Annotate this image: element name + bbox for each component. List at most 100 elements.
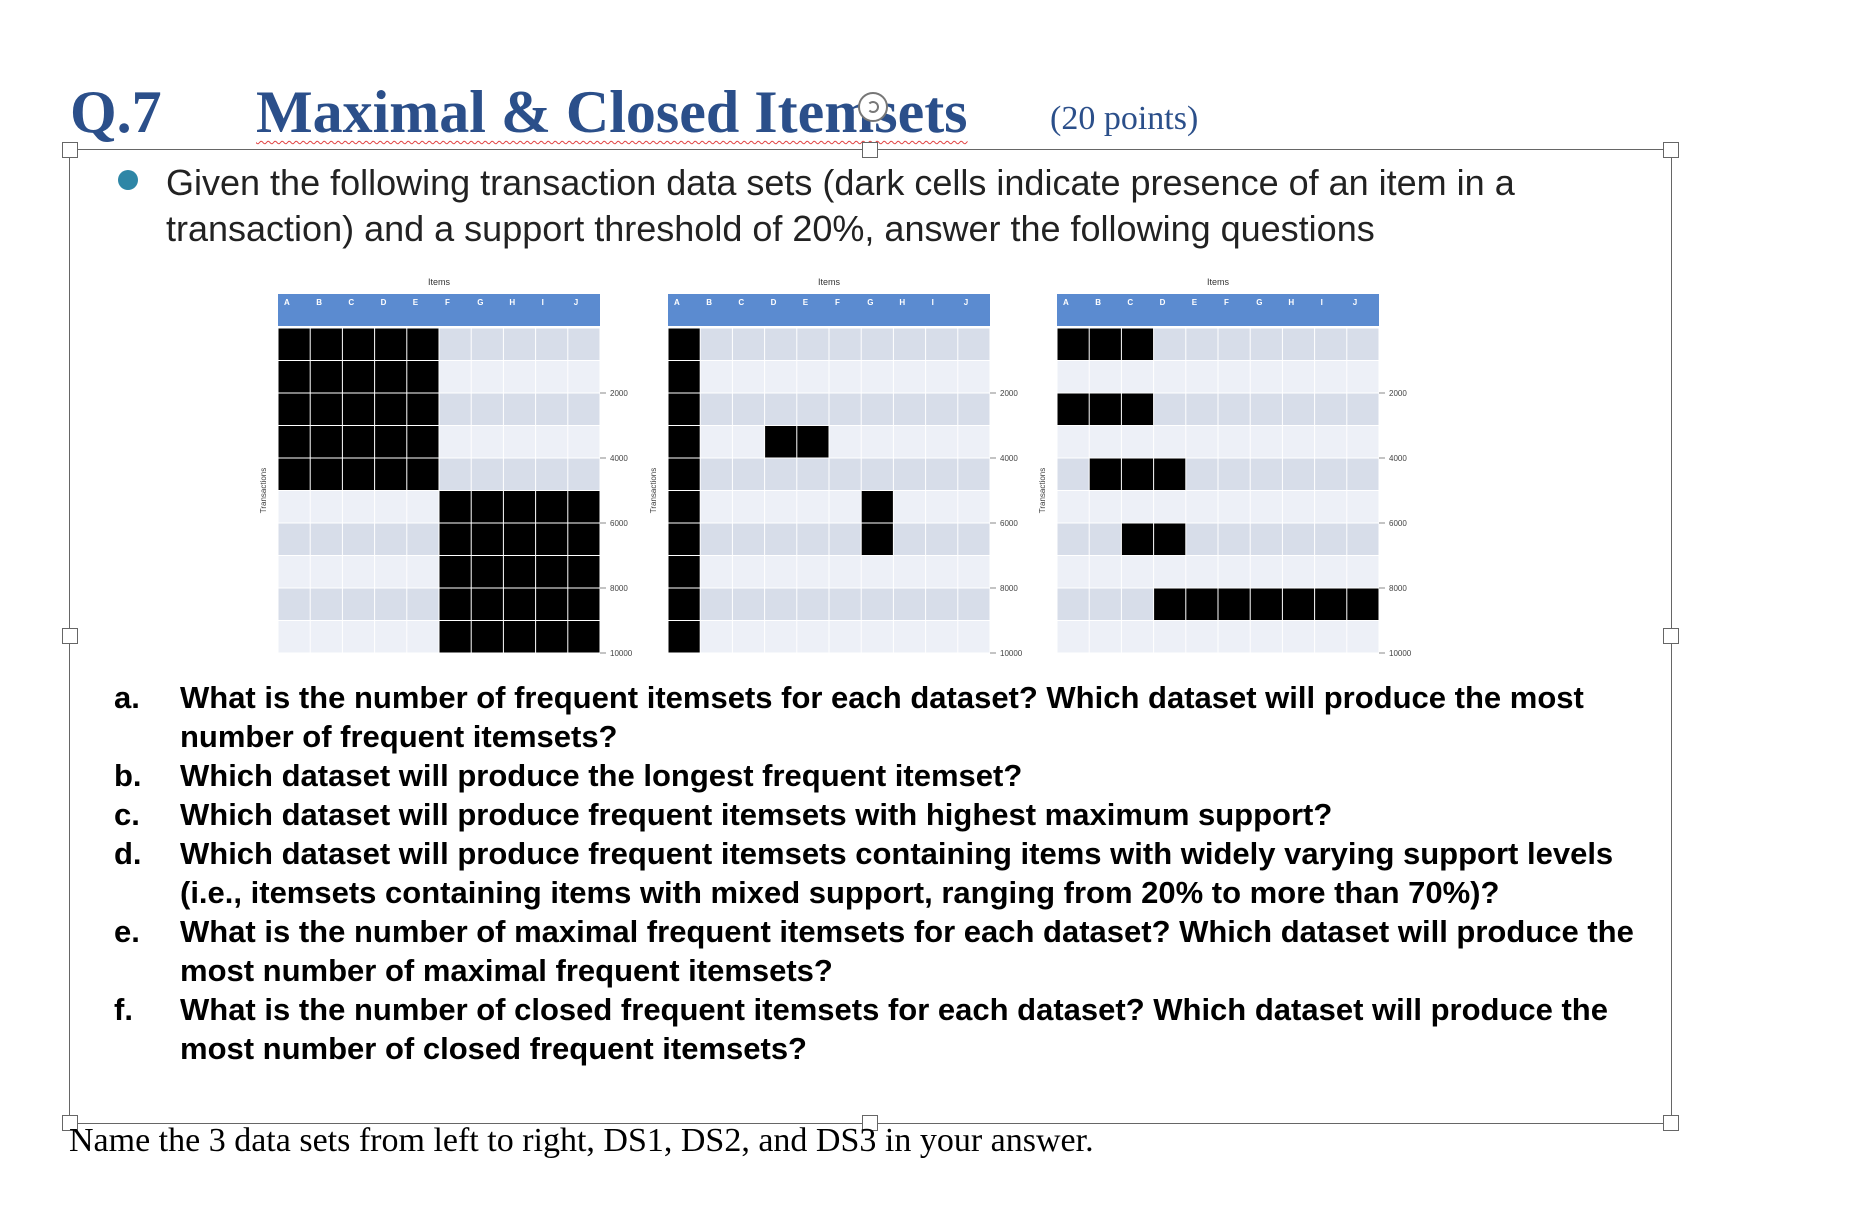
column-header-label: J — [964, 298, 968, 307]
filled-cell — [342, 360, 375, 393]
filled-cell — [278, 360, 311, 393]
filled-cell — [668, 425, 701, 458]
transactions-axis-label: Transactions — [259, 468, 268, 514]
question-letter: a. — [114, 680, 140, 715]
items-axis-label: Items — [818, 277, 841, 287]
filled-cell — [374, 328, 407, 361]
y-tick-label: 8000 — [610, 584, 628, 593]
filled-cell — [471, 620, 504, 653]
resize-handle-middle-right[interactable] — [1663, 628, 1679, 644]
column-header-label: H — [1288, 298, 1294, 307]
y-tick-label: 2000 — [610, 389, 628, 398]
dataset-grid: Items A B C D E F G H I J Transactions 2000 4000 6000 8… — [649, 277, 1023, 658]
filled-cell — [535, 588, 568, 621]
question-list: a. What is the number of frequent itemset… — [114, 678, 1654, 1068]
question-item: e. What is the number of maximal frequent… — [114, 912, 1654, 990]
filled-cell — [471, 490, 504, 523]
filled-cell — [1121, 458, 1154, 491]
rotate-handle-icon[interactable] — [858, 92, 888, 122]
resize-handle-top-left[interactable] — [62, 142, 78, 158]
column-header-label: D — [1160, 298, 1166, 307]
filled-cell — [535, 620, 568, 653]
filled-cell — [1218, 588, 1251, 621]
filled-cell — [1057, 393, 1090, 426]
column-header-label: F — [835, 298, 840, 307]
filled-cell — [668, 393, 701, 426]
resize-handle-bottom-left[interactable] — [62, 1115, 78, 1131]
y-tick-label: 4000 — [1000, 454, 1018, 463]
y-tick-label: 6000 — [1000, 519, 1018, 528]
filled-cell — [278, 393, 311, 426]
filled-cell — [796, 425, 829, 458]
column-header-label: H — [509, 298, 515, 307]
question-text: Which dataset will produce frequent item… — [180, 797, 1333, 832]
transaction-datasets-figure: Items A B C D E F G H I J Transactions 2000 4000 6000 8… — [259, 277, 1412, 658]
filled-cell — [1089, 393, 1122, 426]
filled-cell — [567, 490, 600, 523]
filled-cell — [1314, 588, 1347, 621]
column-header-bar — [278, 294, 600, 326]
question-letter: d. — [114, 836, 142, 871]
column-header-label: G — [1256, 298, 1262, 307]
column-header-label: H — [899, 298, 905, 307]
question-item: b. Which dataset will produce the longest… — [114, 756, 1654, 795]
items-axis-label: Items — [1207, 277, 1230, 287]
filled-cell — [374, 360, 407, 393]
filled-cell — [310, 393, 343, 426]
y-tick-label: 4000 — [1389, 454, 1407, 463]
filled-cell — [439, 588, 472, 621]
column-header-label: G — [477, 298, 483, 307]
column-header-label: E — [803, 298, 809, 307]
filled-cell — [668, 490, 701, 523]
y-tick-label: 2000 — [1000, 389, 1018, 398]
question-item: f. What is the number of closed frequent … — [114, 990, 1654, 1068]
dataset-grid: Items A B C D E F G H I J Transactions 2000 4000 6000 8… — [1038, 277, 1412, 658]
column-header-label: J — [574, 298, 578, 307]
question-text: Which dataset will produce frequent item… — [180, 836, 1614, 910]
filled-cell — [1185, 588, 1218, 621]
resize-handle-bottom-right[interactable] — [1663, 1115, 1679, 1131]
filled-cell — [1057, 328, 1090, 361]
column-header-label: E — [1192, 298, 1198, 307]
y-tick-label: 8000 — [1389, 584, 1407, 593]
resize-handle-top-right[interactable] — [1663, 142, 1679, 158]
y-tick-label: 10000 — [1000, 649, 1023, 658]
filled-cell — [1153, 523, 1186, 556]
filled-cell — [503, 490, 536, 523]
question-text: What is the number of frequent itemsets … — [180, 680, 1584, 754]
question-item: a. What is the number of frequent itemset… — [114, 678, 1654, 756]
question-item: d. Which dataset will produce frequent it… — [114, 834, 1654, 912]
resize-handle-top-middle[interactable] — [862, 142, 878, 158]
filled-cell — [535, 490, 568, 523]
filled-cell — [342, 458, 375, 491]
resize-handle-bottom-middle[interactable] — [862, 1115, 878, 1131]
footer-note: Name the 3 data sets from left to right,… — [69, 1122, 1094, 1159]
column-header-label: C — [348, 298, 354, 307]
intro-text: Given the following transaction data set… — [166, 162, 1515, 249]
filled-cell — [567, 620, 600, 653]
filled-cell — [668, 588, 701, 621]
y-tick-label: 6000 — [610, 519, 628, 528]
column-header-label: I — [542, 298, 544, 307]
y-tick-label: 10000 — [610, 649, 633, 658]
column-header-label: A — [284, 298, 290, 307]
filled-cell — [668, 523, 701, 556]
filled-cell — [374, 458, 407, 491]
filled-cell — [668, 360, 701, 393]
filled-cell — [503, 555, 536, 588]
filled-cell — [342, 393, 375, 426]
filled-cell — [1121, 328, 1154, 361]
filled-cell — [342, 328, 375, 361]
column-header-label: B — [1095, 298, 1101, 307]
question-letter: f. — [114, 992, 133, 1027]
column-header-label: I — [1321, 298, 1323, 307]
filled-cell — [439, 620, 472, 653]
resize-handle-middle-left[interactable] — [62, 628, 78, 644]
filled-cell — [503, 523, 536, 556]
filled-cell — [406, 360, 439, 393]
column-header-label: D — [771, 298, 777, 307]
column-header-label: J — [1353, 298, 1357, 307]
question-text: What is the number of closed frequent it… — [180, 992, 1608, 1066]
question-title[interactable]: Maximal & Closed Itemsets — [256, 79, 968, 145]
filled-cell — [668, 620, 701, 653]
